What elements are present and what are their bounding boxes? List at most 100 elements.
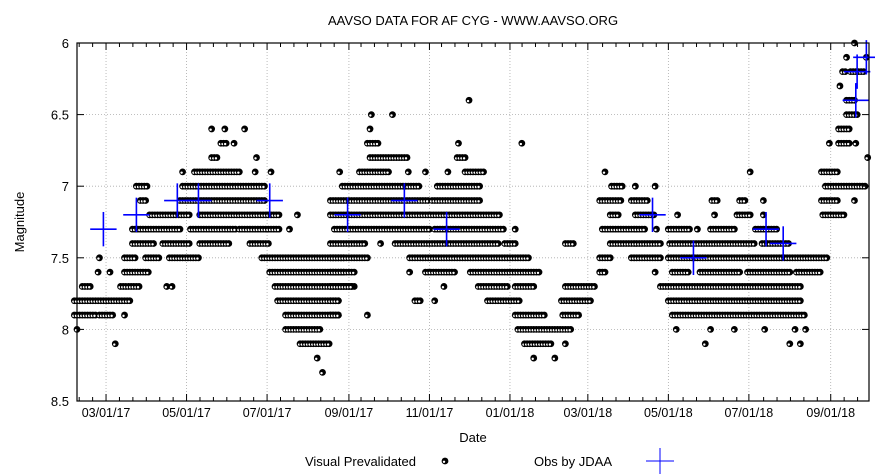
- data-point: [750, 240, 758, 247]
- jdaa-observation: [680, 240, 707, 275]
- data-point: [275, 225, 283, 233]
- data-point: [730, 225, 738, 233]
- data-point: [836, 82, 844, 90]
- data-point: [518, 139, 526, 147]
- data-point: [601, 268, 609, 276]
- data-point: [641, 225, 648, 233]
- data-point: [230, 139, 238, 147]
- legend-label-jdaa: Obs by JDAA: [534, 454, 612, 469]
- data-point: [511, 240, 519, 247]
- data-point: [131, 254, 139, 262]
- data-point: [657, 254, 664, 262]
- data-point: [672, 326, 680, 333]
- data-point: [364, 311, 371, 319]
- x-tick-label: 07/01/18: [725, 406, 774, 420]
- data-point: [195, 254, 202, 262]
- x-tick-label: 03/01/18: [564, 406, 613, 420]
- data-point: [261, 182, 268, 190]
- jdaa-observation: [853, 40, 875, 75]
- jdaa-observation: [90, 211, 117, 247]
- x-tick-label: 01/01/18: [486, 406, 535, 420]
- data-point: [94, 268, 102, 276]
- data-point: [213, 154, 221, 161]
- data-point: [591, 283, 598, 290]
- jdaa-observation: [256, 183, 283, 218]
- legend: Visual Prevalidated Obs by JDAA: [305, 448, 674, 474]
- data-point: [275, 211, 283, 219]
- data-point: [614, 211, 622, 219]
- data-point: [364, 254, 371, 262]
- data-point: [713, 197, 721, 204]
- data-point: [444, 168, 452, 176]
- data-point: [294, 211, 301, 219]
- data-point: [791, 326, 799, 333]
- jdaa-observation: [770, 226, 797, 261]
- data-point: [530, 354, 538, 362]
- data-point: [406, 268, 414, 276]
- data-point: [567, 326, 575, 333]
- y-tick-label: 6: [62, 36, 69, 51]
- data-point: [185, 211, 193, 219]
- x-axis-label: Date: [459, 430, 486, 445]
- data-point: [587, 297, 594, 305]
- data-point: [416, 297, 424, 305]
- data-point: [86, 283, 94, 290]
- y-tick-label: 7: [62, 179, 69, 194]
- data-point: [126, 297, 134, 305]
- data-point: [800, 311, 808, 319]
- data-point: [760, 211, 767, 219]
- data-point: [222, 139, 230, 147]
- jdaa-observation: [639, 197, 666, 233]
- jdaa-observation: [334, 197, 361, 233]
- data-point: [736, 268, 744, 276]
- x-tick-label: 05/01/17: [162, 406, 211, 420]
- data-point: [325, 340, 333, 348]
- data-point: [366, 125, 374, 133]
- x-tick-label: 11/01/17: [406, 406, 454, 420]
- x-tick-label: 09/01/18: [806, 406, 855, 420]
- jdaa-observation: [433, 211, 460, 247]
- data-point: [651, 182, 659, 190]
- data-point: [761, 326, 769, 333]
- y-tick-label: 8.5: [51, 394, 69, 409]
- data-point: [851, 197, 858, 204]
- y-tick-label: 8: [62, 322, 69, 337]
- data-point: [746, 211, 754, 219]
- data-point: [631, 182, 639, 190]
- y-tick-label: 7.5: [51, 251, 69, 266]
- data-point: [701, 340, 709, 348]
- data-point: [163, 283, 171, 290]
- y-tick-label: 6.5: [51, 108, 69, 123]
- data-point: [569, 240, 577, 247]
- data-point: [111, 340, 119, 348]
- jdaa-points: [90, 40, 875, 275]
- data-point: [515, 297, 523, 305]
- data-point: [461, 154, 469, 161]
- x-tick-label: 05/01/18: [644, 406, 693, 420]
- data-point: [760, 197, 767, 204]
- jdaa-observation: [391, 183, 418, 218]
- data-point: [241, 125, 249, 133]
- data-point: [106, 268, 114, 276]
- data-point: [185, 240, 193, 247]
- data-point: [653, 225, 660, 233]
- data-point: [440, 283, 448, 290]
- data-point: [796, 283, 804, 290]
- data-point: [843, 53, 850, 61]
- jdaa-observation: [123, 197, 150, 233]
- data-point: [694, 225, 701, 233]
- data-point: [575, 311, 582, 319]
- data-point: [540, 311, 548, 319]
- data-point: [618, 182, 626, 190]
- jdaa-observation: [185, 183, 212, 218]
- data-point: [455, 139, 462, 147]
- jdaa-observation: [752, 211, 780, 247]
- data-point: [826, 139, 833, 147]
- data-point: [150, 240, 157, 247]
- data-point: [389, 111, 396, 118]
- data-point: [864, 154, 872, 161]
- data-point: [547, 340, 555, 348]
- data-point: [511, 225, 519, 233]
- data-point: [833, 197, 841, 204]
- data-point: [143, 182, 151, 190]
